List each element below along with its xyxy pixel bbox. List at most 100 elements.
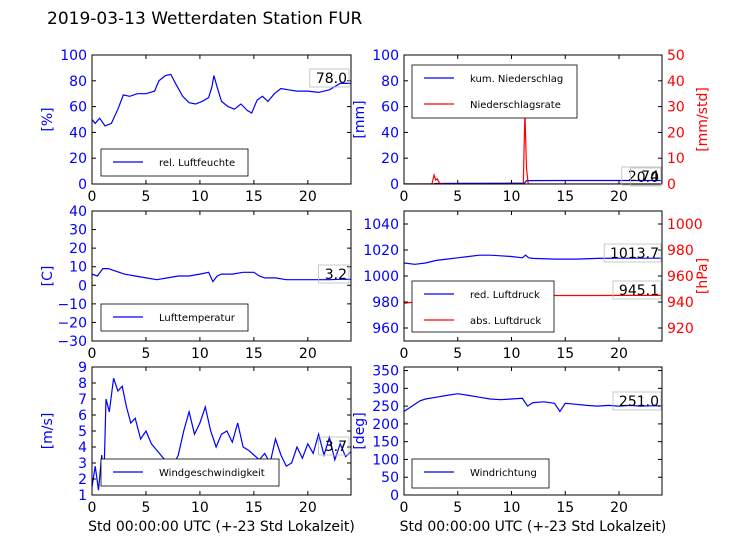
- x-tick-label: 15: [556, 346, 574, 362]
- y2-tick-label: 20: [667, 125, 685, 141]
- value-annotation: 2.74: [628, 169, 659, 185]
- y-tick-label: 8: [78, 376, 87, 392]
- plot-frame: [91, 54, 352, 185]
- x-axis-label: Std 00:00:00 UTC (+-23 Std Lokalzeit): [400, 519, 667, 535]
- x-tick-label: 20: [610, 500, 628, 516]
- legend-label: kum. Niederschlag: [470, 74, 563, 85]
- y-tick-label: 200: [372, 417, 399, 433]
- chart-panel-pressure: 0 5 10 15 20 960 980 1000 1020 1040 920 940 960 980 10…: [363, 210, 711, 362]
- y-tick-label: 60: [69, 100, 87, 116]
- series-line-0: [92, 268, 351, 283]
- y-tick-label: 10: [69, 260, 87, 276]
- chart-panel-precipitation: 0 5 10 15 20 0 20 40 60 80 100 0 10 20 30 40 50 [mm] [mm/s…: [352, 48, 711, 205]
- annotation-box: [318, 264, 350, 284]
- chart-panel-humidity: 0 5 10 15 20 0 20 40 60 80 100 [%] rel. Luftfeuchte 7…: [40, 48, 352, 205]
- y-tick-label: 100: [372, 452, 399, 468]
- x-tick-label: 10: [191, 189, 209, 205]
- annotation-box: [309, 68, 350, 88]
- x-tick-label: 20: [299, 500, 317, 516]
- y2-tick-label: 0: [667, 177, 676, 193]
- x-tick-label: 5: [141, 189, 150, 205]
- series-line-0: [404, 254, 662, 265]
- y2-tick-label: 50: [667, 48, 685, 64]
- y-tick-label: 9: [78, 360, 87, 376]
- x-tick-label: 20: [299, 346, 317, 362]
- legend-label: Windgeschwindigkeit: [159, 468, 265, 479]
- x-tick-label: 0: [88, 346, 97, 362]
- legend-box: [411, 280, 555, 333]
- annotation-box: [612, 391, 662, 411]
- y-axis-label: [deg]: [352, 412, 368, 449]
- value-annotation: 945.1: [619, 283, 659, 299]
- y-tick-label: 100: [60, 48, 87, 64]
- x-tick-label: 0: [88, 189, 97, 205]
- y-tick-label: 0: [390, 488, 399, 504]
- plot-frame: [403, 54, 663, 185]
- page-title: 2019-03-13 Wetterdaten Station FUR: [47, 9, 363, 29]
- annotation-box: [630, 167, 662, 187]
- x-tick-label: 20: [299, 189, 317, 205]
- series-line-0: [92, 378, 351, 491]
- x-tick-label: 5: [141, 346, 150, 362]
- y2-tick-label: 920: [667, 321, 694, 337]
- y-tick-label: 80: [69, 74, 87, 90]
- x-axis-label: Std 00:00:00 UTC (+-23 Std Lokalzeit): [88, 519, 355, 535]
- y-axis-label: [m/s]: [40, 413, 56, 450]
- x-tick-label: 0: [88, 500, 97, 516]
- legend-label: Windrichtung: [470, 468, 537, 479]
- y-tick-label: 20: [69, 151, 87, 167]
- x-tick-label: 5: [453, 346, 462, 362]
- x-tick-label: 10: [503, 346, 521, 362]
- x-tick-label: 15: [245, 189, 263, 205]
- y-tick-label: 40: [69, 204, 87, 220]
- y-tick-label: −10: [57, 297, 87, 313]
- x-tick-label: 15: [245, 500, 263, 516]
- y2-tick-label: 30: [667, 100, 685, 116]
- legend-label: red. Luftdruck: [470, 290, 540, 301]
- x-tick-label: 5: [453, 500, 462, 516]
- y-tick-label: 350: [372, 364, 399, 380]
- legend-box: [411, 64, 578, 119]
- y-tick-label: 20: [69, 241, 87, 257]
- y-tick-label: −30: [57, 334, 87, 350]
- y-tick-label: 980: [372, 295, 399, 311]
- y-tick-label: 30: [69, 223, 87, 239]
- y2-tick-label: 40: [667, 74, 685, 90]
- y-tick-label: 300: [372, 381, 399, 397]
- y-tick-label: 100: [372, 48, 399, 64]
- annotation-box: [603, 243, 662, 263]
- value-annotation: 0.0: [637, 170, 659, 186]
- plot-frame: [403, 366, 663, 496]
- y-tick-label: 0: [78, 177, 87, 193]
- y2-axis-label: [hPa]: [695, 258, 711, 294]
- y-axis-label: [mm]: [352, 100, 368, 138]
- value-annotation: 78.0: [316, 71, 347, 87]
- x-tick-label: 15: [245, 346, 263, 362]
- chart-panel-temperature: 0 5 10 15 20 −30 −20 −10 0 10 20 30 40 [C] Lufttempera…: [40, 204, 352, 362]
- x-tick-label: 15: [556, 500, 574, 516]
- value-annotation: 3.2: [325, 267, 347, 283]
- x-tick-label: 10: [503, 500, 521, 516]
- annotation-box: [612, 280, 662, 300]
- series-line-0: [404, 393, 662, 413]
- value-annotation: 251.0: [619, 394, 659, 410]
- y-tick-label: 1000: [363, 269, 399, 285]
- y-tick-label: 2: [78, 472, 87, 488]
- legend-label: rel. Luftfeuchte: [159, 158, 235, 169]
- x-tick-label: 0: [400, 346, 409, 362]
- y2-tick-label: 10: [667, 151, 685, 167]
- x-tick-label: 5: [453, 189, 462, 205]
- y-tick-label: 6: [78, 408, 87, 424]
- x-tick-label: 20: [610, 189, 628, 205]
- x-tick-label: 10: [503, 189, 521, 205]
- y-tick-label: 60: [381, 100, 399, 116]
- y-tick-label: 1040: [363, 217, 399, 233]
- y-tick-label: 50: [381, 470, 399, 486]
- y-tick-label: 0: [78, 278, 87, 294]
- y-tick-label: 1020: [363, 243, 399, 259]
- y-tick-label: 0: [390, 177, 399, 193]
- y-axis-label: [C]: [40, 266, 56, 287]
- x-tick-label: 10: [191, 346, 209, 362]
- y-tick-label: 40: [381, 125, 399, 141]
